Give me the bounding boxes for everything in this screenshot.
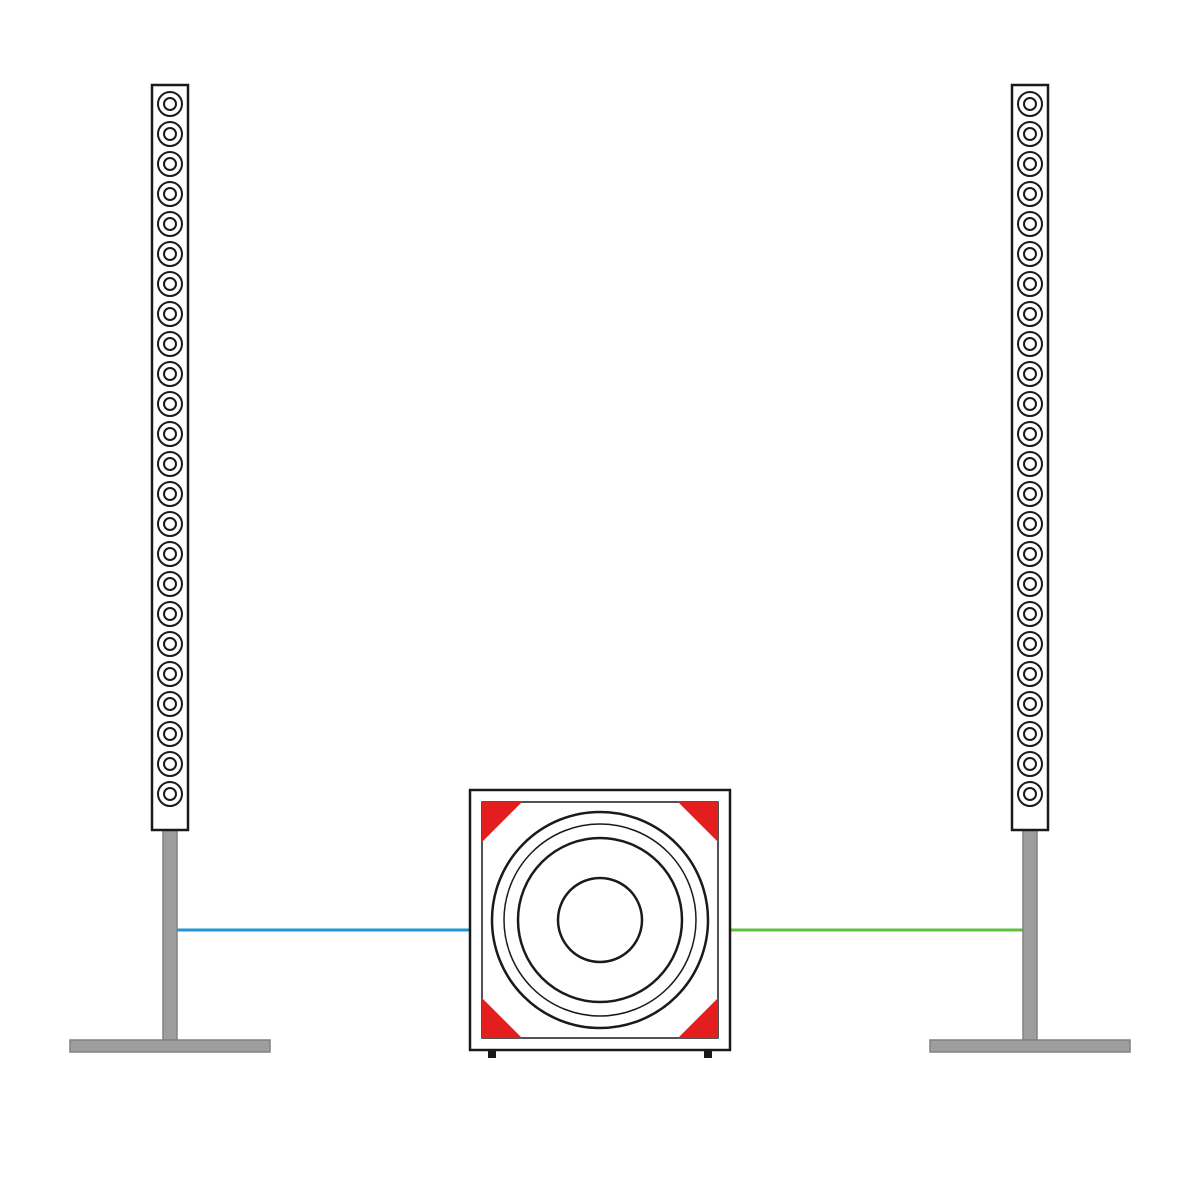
speaker-driver-cap [164,668,176,680]
sub-dust-cap [558,878,642,962]
speaker-driver-cap [1024,518,1036,530]
speaker-driver-cap [1024,728,1036,740]
stand-pole [1023,830,1037,1040]
speaker-driver-cap [1024,308,1036,320]
speaker-driver-cap [1024,368,1036,380]
speaker-driver-cap [1024,98,1036,110]
stand-base [930,1040,1130,1052]
speaker-driver-cap [1024,608,1036,620]
speaker-driver-cap [164,308,176,320]
speaker-driver-cap [1024,698,1036,710]
speaker-driver-cap [1024,158,1036,170]
speaker-driver-cap [164,788,176,800]
speaker-driver-cap [164,158,176,170]
speaker-driver-cap [1024,428,1036,440]
speaker-driver-cap [1024,488,1036,500]
speaker-driver-cap [164,218,176,230]
speaker-driver-cap [1024,128,1036,140]
speaker-driver-cap [1024,338,1036,350]
stand-base [70,1040,270,1052]
speaker-driver-cap [164,698,176,710]
speaker-driver-cap [164,758,176,770]
speaker-driver-cap [1024,188,1036,200]
speaker-driver-cap [164,278,176,290]
speaker-driver-cap [1024,578,1036,590]
speaker-driver-cap [164,98,176,110]
speaker-driver-cap [164,398,176,410]
speaker-driver-cap [1024,248,1036,260]
speaker-driver-cap [164,128,176,140]
column-speaker-right [1012,85,1048,830]
speaker-driver-cap [1024,398,1036,410]
speaker-driver-cap [164,248,176,260]
speaker-driver-cap [1024,668,1036,680]
speaker-driver-cap [164,578,176,590]
speaker-driver-cap [1024,458,1036,470]
speaker-driver-cap [164,458,176,470]
speaker-driver-cap [164,608,176,620]
speaker-driver-cap [164,728,176,740]
column-speaker-left [152,85,188,830]
speaker-driver-cap [1024,548,1036,560]
speaker-driver-cap [1024,758,1036,770]
stand-pole [163,830,177,1040]
speaker-driver-cap [164,188,176,200]
speaker-driver-cap [1024,278,1036,290]
speaker-driver-cap [164,548,176,560]
speaker-driver-cap [1024,218,1036,230]
speaker-driver-cap [164,518,176,530]
speaker-driver-cap [164,338,176,350]
speaker-driver-cap [164,638,176,650]
speaker-driver-cap [1024,638,1036,650]
subwoofer [470,790,730,1058]
speaker-driver-cap [164,428,176,440]
sub-foot [704,1050,712,1058]
speaker-driver-cap [164,368,176,380]
sub-foot [488,1050,496,1058]
speaker-driver-cap [1024,788,1036,800]
speaker-driver-cap [164,488,176,500]
